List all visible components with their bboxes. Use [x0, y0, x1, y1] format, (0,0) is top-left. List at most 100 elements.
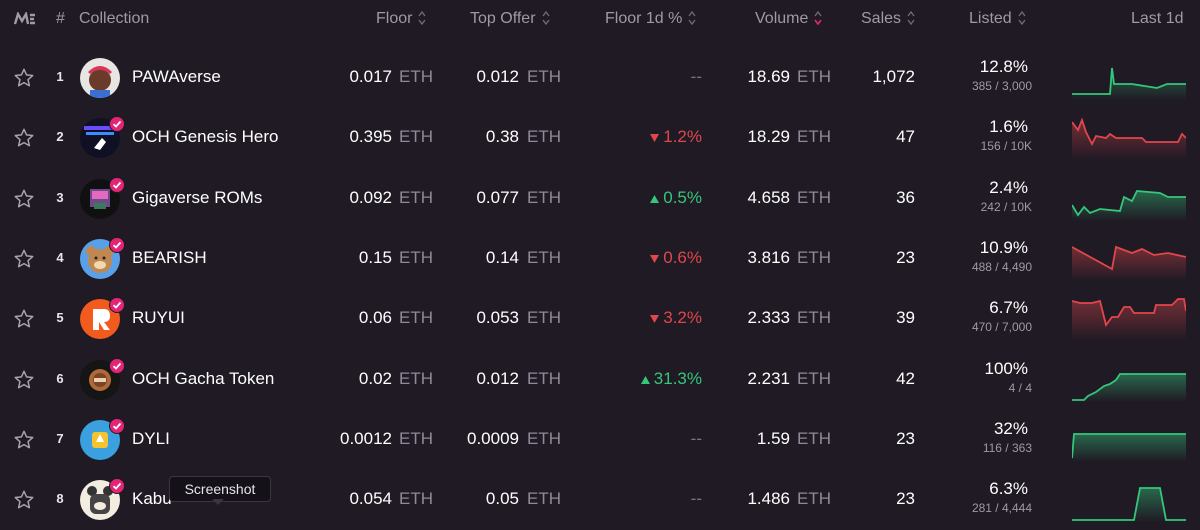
favorite-star-icon[interactable]	[13, 127, 35, 149]
floor-change: --	[592, 429, 702, 449]
verified-badge-icon	[109, 297, 125, 314]
header-collection[interactable]: Collection	[79, 10, 149, 28]
header-top-offer[interactable]: Top Offer	[470, 10, 550, 28]
floor-change-value: --	[690, 489, 702, 509]
offer-unit: ETH	[527, 489, 561, 509]
offer-unit: ETH	[527, 67, 561, 86]
floor-change-value: 0.5%	[663, 187, 702, 207]
offer-unit: ETH	[527, 127, 561, 147]
collection-name[interactable]: Kabu	[132, 489, 172, 509]
sparkline-line	[1072, 189, 1186, 217]
floor-change: --	[592, 67, 702, 87]
header-sales[interactable]: Sales	[861, 10, 915, 28]
volume-unit: ETH	[797, 127, 831, 147]
floor-change-value: 1.2%	[663, 127, 702, 147]
listed-percent: 1.6%	[989, 117, 1028, 137]
table-row[interactable]: 1 PAWAverse 0.017 ETH 0.012 ETH 18.69 ETH -- 1,07…	[0, 48, 1200, 108]
offer-value: 0.14	[485, 247, 519, 267]
header-sales-label: Sales	[861, 10, 902, 27]
table-row[interactable]: 5 RUYUI 0.06 ETH 0.053 ETH 2.333 ETH 3.2% 39 6.7% 4…	[0, 289, 1200, 349]
floor-change: 1.2%	[592, 127, 702, 147]
verified-badge-icon	[109, 417, 125, 434]
header-last-1d: Last 1d	[1131, 10, 1184, 27]
floor-change-value: 31.3%	[653, 368, 702, 388]
listed-count: 281 / 4,444	[971, 501, 1032, 516]
table-row[interactable]: 3 Gigaverse ROMs 0.092 ETH 0.077 ETH 4.658 ETH 0…	[0, 169, 1200, 229]
rank: 4	[56, 249, 64, 265]
favorite-star-icon[interactable]	[13, 489, 35, 511]
volume-value: 18.69	[747, 67, 790, 86]
verified-badge-icon	[109, 176, 125, 193]
offer-value: 0.38	[485, 127, 519, 147]
table-row[interactable]: 8 Kabu 0.054 ETH 0.05 ETH 1.486 ETH -- 23 6.3% 281 …	[0, 470, 1200, 530]
collection-avatar[interactable]	[80, 178, 120, 219]
sort-icon	[418, 10, 427, 25]
volume-value: 3.816	[747, 247, 790, 267]
header-floor-change[interactable]: Floor 1d %	[605, 10, 696, 28]
floor-value: 0.092	[349, 187, 392, 207]
floor-value: 0.02	[358, 368, 392, 388]
collection-name[interactable]: RUYUI	[132, 308, 185, 328]
magic-eden-logo-icon[interactable]	[13, 10, 36, 31]
favorite-star-icon[interactable]	[13, 308, 35, 330]
favorite-star-icon[interactable]	[13, 188, 35, 210]
header-volume[interactable]: Volume	[755, 10, 823, 28]
header-floor-label: Floor	[376, 10, 413, 27]
collection-name[interactable]: OCH Genesis Hero	[132, 127, 279, 147]
volume-unit: ETH	[797, 67, 831, 86]
collection-name[interactable]: Gigaverse ROMs	[132, 187, 263, 207]
collection-name[interactable]: BEARISH	[132, 247, 207, 267]
volume-value: 18.29	[747, 127, 790, 147]
header-floor[interactable]: Floor	[376, 10, 427, 28]
floor-value: 0.06	[358, 308, 392, 328]
offer-value: 0.05	[485, 489, 519, 509]
sort-icon	[688, 10, 696, 25]
table-row[interactable]: 4 BEARISH 0.15 ETH 0.14 ETH 3.816 ETH 0.6% 23 10.9…	[0, 229, 1200, 289]
offer-value: 0.0009	[467, 428, 519, 448]
listed-percent: 6.3%	[989, 479, 1028, 499]
volume-value: 1.59	[756, 428, 790, 448]
favorite-star-icon[interactable]	[13, 369, 35, 391]
sparkline-line	[1072, 67, 1186, 95]
listed-count: 470 / 7,000	[971, 320, 1032, 335]
table-row[interactable]: 2 OCH Genesis Hero 0.395 ETH 0.38 ETH 18.29 ETH…	[0, 108, 1200, 168]
collection-name[interactable]: DYLI	[132, 428, 170, 448]
screenshot-tooltip: Screenshot	[169, 476, 271, 502]
floor-unit: ETH	[399, 127, 433, 147]
change-down-icon	[650, 308, 660, 328]
rank: 7	[56, 430, 64, 446]
floor-change: 3.2%	[592, 308, 702, 328]
favorite-star-icon[interactable]	[13, 67, 35, 89]
header-listed[interactable]: Listed	[969, 10, 1026, 28]
header-top-offer-label: Top Offer	[470, 10, 536, 27]
collection-avatar[interactable]	[80, 58, 120, 98]
offer-value: 0.077	[476, 187, 519, 207]
favorite-star-icon[interactable]	[13, 429, 35, 451]
verified-badge-icon	[109, 116, 125, 133]
favorite-star-icon[interactable]	[13, 248, 35, 270]
volume-unit: ETH	[797, 489, 831, 509]
sparkline-area	[1072, 373, 1186, 402]
table-row[interactable]: 6 OCH Gacha Token 0.02 ETH 0.012 ETH 2.231 ETH 3…	[0, 350, 1200, 410]
volume-unit: ETH	[797, 308, 831, 328]
sort-icon	[1018, 10, 1026, 25]
collection-name[interactable]: OCH Gacha Token	[132, 368, 275, 388]
rank: 5	[56, 310, 64, 326]
sparkline-area	[1072, 246, 1186, 281]
sparkline-line	[1072, 117, 1186, 147]
sparkline-chart	[1072, 245, 1186, 281]
change-down-icon	[650, 248, 660, 268]
sparkline-area	[1072, 433, 1186, 462]
floor-change: --	[592, 489, 702, 509]
verified-badge-icon	[109, 357, 125, 374]
offer-value: 0.012	[476, 368, 519, 388]
collection-name[interactable]: PAWAverse	[132, 67, 221, 86]
sparkline-area	[1072, 299, 1186, 342]
collection-avatar[interactable]	[80, 359, 120, 400]
listed-count: 488 / 4,490	[971, 259, 1032, 274]
sales-value: 23	[896, 247, 915, 267]
rank: 6	[56, 370, 64, 386]
change-down-icon	[650, 127, 660, 147]
table-row[interactable]: 7 DYLI 0.0012 ETH 0.0009 ETH 1.59 ETH -- 23 32% 116…	[0, 410, 1200, 470]
sales-value: 23	[896, 489, 915, 509]
